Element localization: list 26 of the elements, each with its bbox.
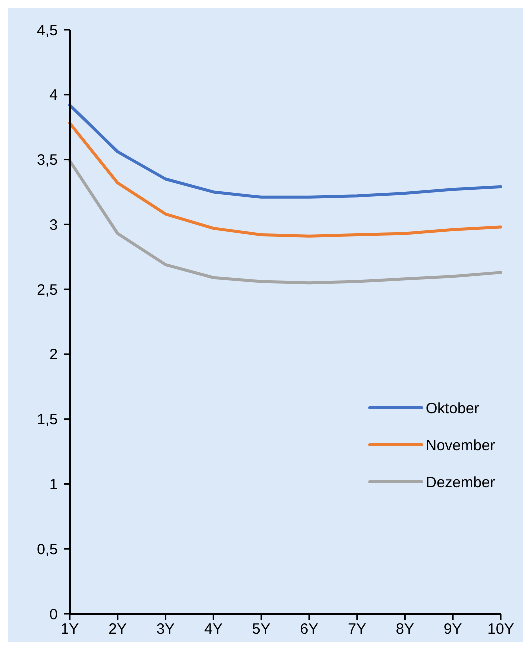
x-tick-label: 6Y: [300, 621, 319, 638]
x-tick-label: 9Y: [444, 621, 462, 638]
legend-label: November: [426, 437, 496, 454]
y-tick-label: 0,5: [37, 541, 58, 558]
x-tick-label: 4Y: [204, 621, 223, 638]
y-tick-label: 2,5: [37, 282, 58, 299]
line-series: [68, 122, 502, 238]
y-tick-label: 2: [50, 346, 58, 364]
y-tick-label: 1: [50, 476, 58, 494]
y-tick-label: 3,5: [37, 152, 58, 170]
line-series: [68, 160, 502, 285]
y-tick-label: 4: [50, 87, 58, 104]
x-tick-label: 5Y: [252, 621, 271, 638]
y-tick-label: 0: [50, 606, 58, 624]
x-tick-label: 3Y: [156, 621, 175, 638]
y-tick-label: 1,5: [37, 412, 58, 429]
x-tick-label: 7Y: [348, 621, 367, 638]
x-tick-label: 10Y: [488, 621, 514, 638]
line-series: [68, 104, 502, 199]
x-tick-label: 2Y: [108, 621, 128, 638]
x-tick-label: 1Y: [60, 621, 80, 638]
legend-label: Dezember: [426, 474, 496, 492]
x-tick-label: 8Y: [396, 621, 414, 638]
legend-label: Oktober: [426, 400, 480, 418]
y-tick-label: 3: [50, 216, 58, 234]
y-tick-label: 4,5: [37, 22, 58, 40]
